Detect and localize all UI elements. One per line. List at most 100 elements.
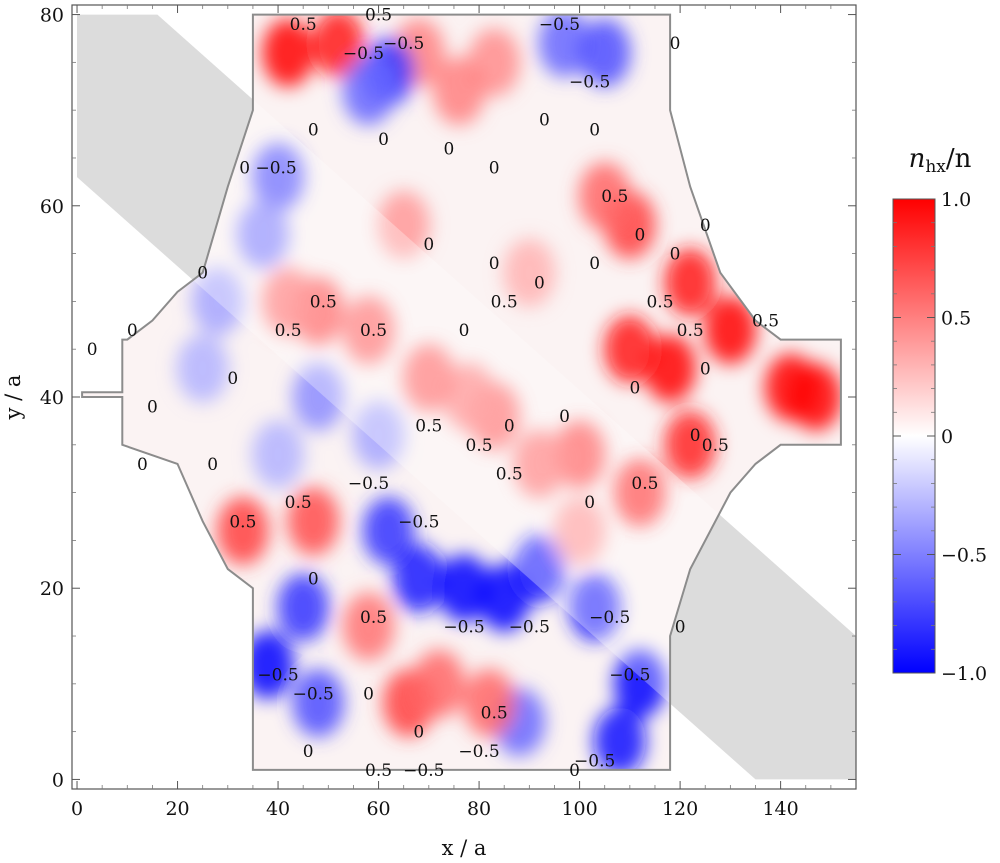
field-blob — [352, 401, 405, 470]
field-blob — [412, 649, 465, 718]
contour-label: 0 — [589, 120, 600, 140]
field-blob — [613, 649, 666, 718]
field-blob — [342, 592, 395, 661]
x-tick-label: 80 — [467, 798, 491, 820]
x-tick-label: 100 — [561, 798, 597, 820]
field-blob — [262, 267, 315, 336]
contour-label: 0.5 — [310, 292, 337, 312]
field-blob — [503, 238, 556, 307]
field-blob — [292, 668, 345, 737]
contour-label: 0 — [308, 570, 319, 590]
contour-label: 0 — [534, 273, 545, 293]
contour-label: 0 — [378, 130, 389, 150]
field-blob — [553, 420, 606, 489]
colorbar-ticks: −1.0 −0.5 0 0.5 1.0 — [893, 189, 987, 685]
field-blob — [191, 267, 244, 336]
contour-label: −0.5 — [458, 742, 499, 762]
field-blob — [664, 248, 717, 317]
x-tick-label: 140 — [762, 798, 798, 820]
y-tick-label: 20 — [40, 578, 64, 600]
contour-label: 0 — [207, 455, 218, 475]
field-blob — [613, 458, 666, 527]
field-blob — [438, 554, 490, 623]
field-blob — [568, 573, 621, 642]
field-blob — [342, 57, 395, 126]
field-blob — [312, 14, 365, 78]
colorbar-tick-label: 0 — [941, 426, 953, 448]
field-blob — [553, 496, 606, 565]
contour-label: 0 — [489, 254, 500, 274]
contour-label: 0 — [670, 245, 681, 265]
y-axis-label: y / a — [1, 375, 25, 421]
field-blobs — [176, 14, 841, 770]
colorbar: nhx/n −1.0 −0.5 0 0.5 1.0 — [892, 144, 987, 685]
field-blob — [578, 18, 631, 87]
field-blob — [252, 420, 305, 489]
field-blob — [392, 544, 445, 613]
field-blob — [176, 334, 229, 403]
contour-label: −0.5 — [398, 512, 439, 532]
contour-label: 0.5 — [646, 292, 673, 312]
field-blob — [603, 315, 656, 384]
contour-label: 0.5 — [491, 292, 518, 312]
contour-label: 0.5 — [229, 512, 256, 532]
contour-label: 0.5 — [496, 464, 523, 484]
contour-label: 0.5 — [702, 436, 729, 456]
x-tick-label: 20 — [165, 798, 189, 820]
contour-label: 0.5 — [285, 493, 312, 513]
contour-label: 0 — [227, 369, 238, 389]
contour-label: 0 — [700, 359, 711, 379]
contour-label: 0.5 — [365, 6, 392, 26]
contour-label: −0.5 — [609, 665, 650, 685]
y-tick-label: 0 — [52, 769, 64, 791]
contour-label: −0.5 — [589, 608, 630, 628]
contour-label: 0 — [308, 120, 319, 140]
x-tick-label: 120 — [662, 798, 698, 820]
contour-label: −0.5 — [574, 751, 615, 771]
contour-label: 0 — [700, 216, 711, 236]
colorbar-tick-label: 0.5 — [941, 308, 971, 330]
x-axis: 0 20 40 60 80 100 120 140 — [71, 5, 832, 820]
contour-label: 0 — [197, 264, 208, 284]
field-blob — [664, 410, 717, 479]
contour-label: 0 — [444, 139, 455, 159]
contour-label: 0 — [147, 398, 158, 418]
contour-label: −0.5 — [257, 665, 298, 685]
contour-label: 0.5 — [290, 15, 317, 35]
field-blob — [443, 363, 496, 431]
field-blob — [538, 14, 591, 78]
contour-label: 0.5 — [481, 704, 508, 724]
contour-label: 0 — [629, 378, 640, 398]
contour-label: 0 — [584, 493, 595, 513]
field-blob — [432, 57, 485, 126]
contour-label: 0 −0.5 — [239, 159, 297, 179]
x-axis-label: x / a — [442, 836, 487, 860]
field-blob — [262, 18, 315, 87]
field-blob — [287, 487, 340, 556]
field-blob — [377, 190, 430, 259]
contour-label: 0.5 — [631, 474, 658, 494]
contour-label: 0.5 — [752, 312, 779, 332]
contour-label: 0 — [423, 235, 434, 255]
band-overlay — [82, 14, 841, 770]
contour-label: 0.5 — [360, 608, 387, 628]
field-blob — [242, 630, 294, 699]
contour-label: 0.5 — [365, 761, 392, 781]
contour-label: 0 — [634, 225, 645, 245]
field-blob — [216, 496, 269, 565]
contour-label: 0 — [137, 455, 148, 475]
x-tick-label: 40 — [266, 798, 290, 820]
x-tick-label: 60 — [366, 798, 390, 820]
colorbar-title: nhx/n — [909, 144, 972, 177]
contour-label: 0 — [690, 426, 701, 446]
y-axis: 0 20 40 60 80 — [40, 5, 856, 791]
field-blob — [463, 668, 516, 737]
field-blob — [362, 496, 415, 565]
field-blob — [704, 296, 757, 365]
contour-label: 0 — [363, 684, 374, 704]
contour-label: −0.5 — [403, 761, 444, 781]
field-blob — [513, 535, 566, 604]
contour-label: 0 — [559, 407, 570, 427]
contour-label: −0.5 — [343, 44, 384, 64]
field-blob — [342, 296, 395, 365]
